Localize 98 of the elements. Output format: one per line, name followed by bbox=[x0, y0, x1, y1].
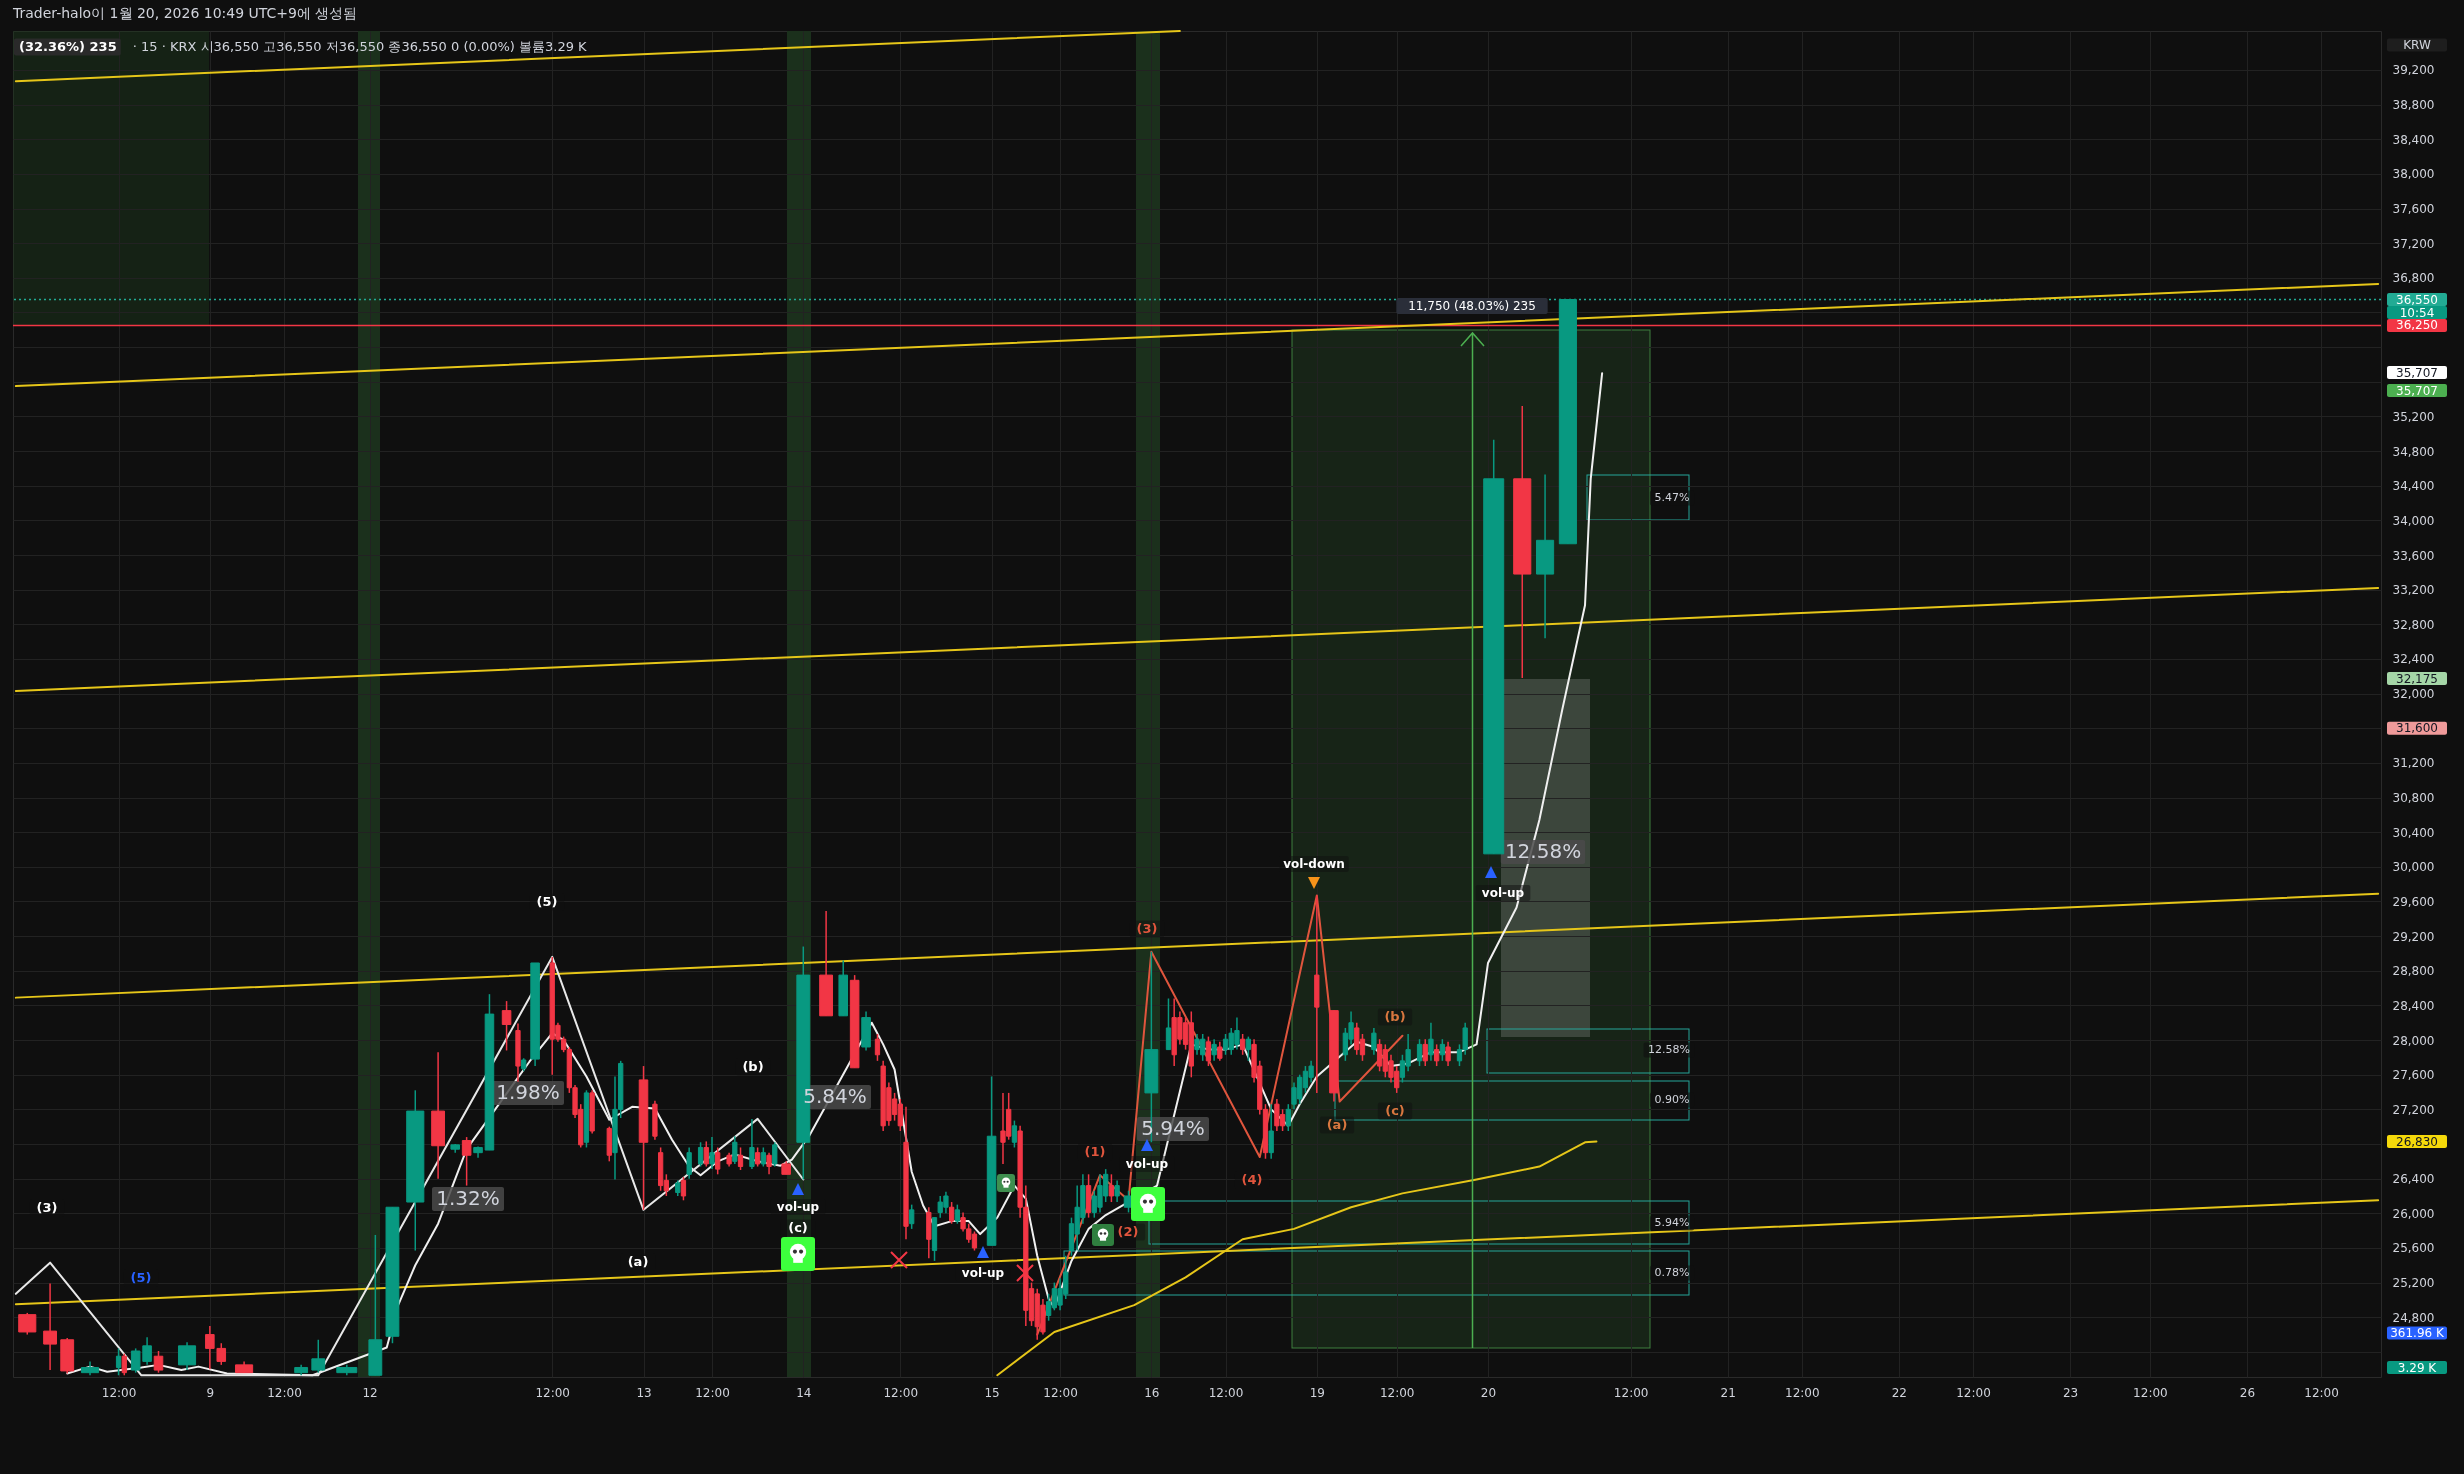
y-tick-label: 32,400 bbox=[2392, 652, 2435, 667]
y-tick-label: 31,200 bbox=[2392, 756, 2435, 771]
text: 3.29 K bbox=[2397, 1360, 2438, 1375]
y-tick-label: 32,800 bbox=[2392, 617, 2435, 632]
annotation: vol-up bbox=[1481, 886, 1525, 900]
y-tick-label: 34,800 bbox=[2392, 444, 2435, 459]
x-tick-label: 15 bbox=[984, 1385, 1000, 1400]
y-tick-label: 34,400 bbox=[2392, 479, 2435, 494]
text: 26,830 bbox=[2396, 1134, 2438, 1149]
y-tick-label: 26,400 bbox=[2392, 1172, 2435, 1187]
x-tick-label: 12:00 bbox=[1956, 1385, 1991, 1400]
y-tick-label: 38,400 bbox=[2392, 132, 2435, 147]
ref-line-label: 36,550 bbox=[2396, 292, 2438, 307]
x-tick-label: 12:00 bbox=[1613, 1385, 1649, 1400]
text: 361.96 K bbox=[2390, 1325, 2445, 1340]
y-tick-label: 25,600 bbox=[2392, 1241, 2435, 1256]
y-tick-label: 33,600 bbox=[2392, 548, 2435, 563]
annotation: 12.58% bbox=[1504, 839, 1582, 863]
x-tick-label: 12:00 bbox=[1785, 1385, 1820, 1400]
x-tick-label: 9 bbox=[206, 1385, 215, 1400]
text: 10:54 bbox=[2399, 305, 2435, 320]
y-tick-label: 35,200 bbox=[2392, 409, 2435, 424]
annotation: 11,750 (48.03%) 235 bbox=[1408, 299, 1536, 313]
x-tick-label: 13 bbox=[636, 1385, 652, 1400]
y-tick-label: 29,600 bbox=[2392, 894, 2435, 909]
annotation: vol-up bbox=[961, 1266, 1005, 1280]
annotation: (c) bbox=[1385, 1103, 1405, 1118]
annotation: 5.94% bbox=[1654, 1216, 1690, 1229]
annotation: 5.47% bbox=[1654, 491, 1690, 504]
y-axis-title: KRW bbox=[2403, 38, 2431, 52]
annotation: (b) bbox=[742, 1059, 764, 1074]
y-tick-label: 37,200 bbox=[2392, 236, 2435, 251]
annotation: (a) bbox=[1326, 1117, 1348, 1132]
y-tick-label: 26,000 bbox=[2392, 1206, 2435, 1221]
y-tick-label: 38,800 bbox=[2392, 98, 2435, 113]
chart-title: Trader-halo이 1월 20, 2026 10:49 UTC+9에 생성됨 bbox=[12, 5, 358, 21]
x-tick-label: 12:00 bbox=[2304, 1385, 2339, 1400]
annotation: 0.90% bbox=[1654, 1093, 1690, 1106]
y-tick-label: 34,000 bbox=[2392, 513, 2435, 528]
x-tick-label: 12:00 bbox=[1379, 1385, 1415, 1400]
x-tick-label: 26 bbox=[2239, 1385, 2256, 1400]
y-tick-label: 27,600 bbox=[2392, 1068, 2435, 1083]
x-tick-label: 12:00 bbox=[883, 1385, 919, 1400]
y-tick-label: 28,000 bbox=[2392, 1033, 2435, 1048]
annotation: (3) bbox=[1136, 921, 1158, 936]
y-tick-label: 38,000 bbox=[2392, 167, 2435, 182]
y-tick-label: 30,400 bbox=[2392, 825, 2435, 840]
annotation: (b) bbox=[1384, 1009, 1406, 1024]
y-tick-label: 32,000 bbox=[2392, 687, 2435, 702]
x-tick-label: 19 bbox=[1309, 1385, 1325, 1400]
ref-line-label: 36,250 bbox=[2396, 318, 2438, 333]
annotation: vol-down bbox=[1283, 857, 1345, 871]
x-tick-label: 22 bbox=[1891, 1385, 1907, 1400]
x-tick-label: 12:00 bbox=[695, 1385, 730, 1400]
y-tick-label: 33,200 bbox=[2392, 583, 2435, 598]
x-tick-label: 12:00 bbox=[1043, 1385, 1078, 1400]
y-tick-label: 36,800 bbox=[2392, 271, 2435, 286]
annotation: (2) bbox=[1117, 1224, 1139, 1239]
annotation: 1.32% bbox=[436, 1186, 500, 1210]
x-tick-label: 12 bbox=[362, 1385, 378, 1400]
x-tick-label: 12:00 bbox=[2133, 1385, 2168, 1400]
annotation: (5) bbox=[536, 894, 558, 909]
x-tick-label: 20 bbox=[1480, 1385, 1497, 1400]
x-tick-label: 12:00 bbox=[1208, 1385, 1244, 1400]
y-tick-label: 28,400 bbox=[2392, 998, 2435, 1013]
text: 32,175 bbox=[2396, 671, 2438, 686]
x-tick-label: 21 bbox=[1720, 1385, 1736, 1400]
text: 31,600 bbox=[2396, 721, 2438, 736]
annotation: 1.98% bbox=[496, 1080, 560, 1104]
y-tick-label: 25,200 bbox=[2392, 1276, 2435, 1291]
y-tick-label: 28,800 bbox=[2392, 964, 2435, 979]
text: 35,707 bbox=[2396, 383, 2438, 398]
x-tick-label: 12:00 bbox=[535, 1385, 571, 1400]
annotation: (4) bbox=[1241, 1172, 1263, 1187]
y-tick-label: 30,000 bbox=[2392, 860, 2435, 875]
annotation: vol-up bbox=[1125, 1157, 1169, 1171]
x-tick-label: 23 bbox=[2062, 1385, 2079, 1400]
annotation: (a) bbox=[627, 1254, 649, 1269]
annotation: (3) bbox=[36, 1200, 58, 1215]
x-tick-label: 14 bbox=[796, 1385, 812, 1400]
annotation: 12.58% bbox=[1648, 1043, 1690, 1056]
annotation: (32.36%) 235 bbox=[19, 39, 117, 54]
annotation: (1) bbox=[1084, 1144, 1106, 1159]
y-tick-label: 39,200 bbox=[2392, 63, 2435, 78]
x-tick-label: 12:00 bbox=[101, 1385, 137, 1400]
x-tick-label: 16 bbox=[1144, 1385, 1160, 1400]
y-tick-label: 30,800 bbox=[2392, 791, 2435, 806]
text: · 15 · KRX 시36,550 고36,550 저36,550 종36,550 0 (0.00%) 볼륨3.29 K bbox=[132, 39, 588, 54]
y-tick-label: 29,200 bbox=[2392, 929, 2435, 944]
y-tick-label: 27,200 bbox=[2392, 1102, 2435, 1117]
annotation: (5) bbox=[130, 1270, 152, 1285]
annotation: 0.78% bbox=[1654, 1266, 1690, 1279]
y-tick-label: 24,800 bbox=[2392, 1310, 2435, 1325]
annotation: vol-up bbox=[776, 1200, 820, 1214]
text: 35,707 bbox=[2396, 365, 2438, 380]
x-tick-label: 12:00 bbox=[267, 1385, 302, 1400]
y-tick-label: 37,600 bbox=[2392, 202, 2435, 217]
annotation: (c) bbox=[788, 1220, 808, 1235]
